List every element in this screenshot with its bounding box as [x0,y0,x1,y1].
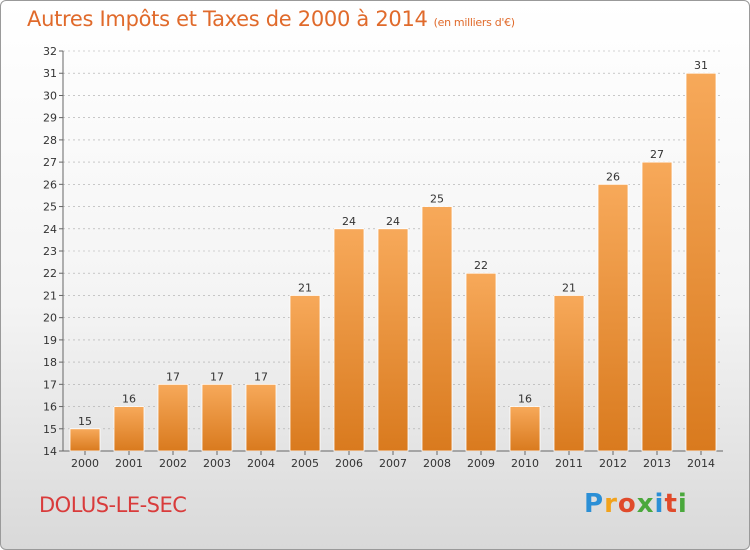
y-tick-label: 15 [43,423,57,436]
data-label: 17 [166,370,180,383]
chart-title-text: Autres Impôts et Taxes de 2000 à 2014 [27,7,428,31]
data-label: 22 [474,259,488,272]
x-tick-label: 2004 [247,457,275,470]
y-tick-label: 24 [43,223,57,236]
bar [289,295,321,452]
y-tick-label: 28 [43,134,57,147]
data-label: 16 [122,393,136,406]
y-tick-label: 20 [43,312,57,325]
chart-unit: (en milliers d'€) [433,16,515,29]
x-tick-label: 2011 [555,457,583,470]
commune-name: DOLUS-LE-SEC [39,493,187,517]
y-tick-label: 26 [43,178,57,191]
y-tick-label: 29 [43,112,57,125]
x-tick-label: 2012 [599,457,627,470]
bar [597,183,629,452]
x-tick-label: 2009 [467,457,495,470]
y-tick-label: 25 [43,201,57,214]
data-label: 21 [562,281,576,294]
bar [201,383,233,452]
data-label: 26 [606,170,620,183]
bar [377,228,409,452]
data-label: 17 [210,370,224,383]
bar [641,161,673,452]
data-labels: 15 16 17 17 17 21 24 24 25 22 16 21 26 27 31 [78,59,708,428]
logo-letter: i [677,489,688,519]
logo-letter: P [584,489,605,519]
logo-letter: r [604,489,618,519]
bar [509,406,541,452]
data-label: 24 [342,215,356,228]
proxiti-logo[interactable]: Proxiti [584,489,688,519]
logo-letter: o [617,489,637,519]
data-label: 25 [430,193,444,206]
bar [113,406,145,452]
logo-letter: i [654,489,665,519]
x-tick-label: 2005 [291,457,319,470]
x-tick-label: 2007 [379,457,407,470]
bar [157,383,189,452]
y-tick-label: 23 [43,245,57,258]
logo-letter: x [636,489,655,519]
y-tick-label: 21 [43,289,57,302]
y-tick-label: 17 [43,378,57,391]
x-tick-label: 2003 [203,457,231,470]
y-tick-label: 22 [43,267,57,280]
bar [553,295,585,452]
x-tick-label: 2001 [115,457,143,470]
data-label: 31 [694,59,708,72]
y-tick-label: 19 [43,334,57,347]
y-tick-label: 16 [43,401,57,414]
data-label: 16 [518,393,532,406]
logo-letter: t [664,489,678,519]
x-tick-label: 2006 [335,457,363,470]
bar [465,272,497,452]
x-tick-labels: 2000 2001 2002 2003 2004 2005 2006 2007 2008 2009… [71,451,715,470]
bars [69,72,717,452]
x-tick-label: 2010 [511,457,539,470]
x-tick-label: 2008 [423,457,451,470]
y-tick-label: 30 [43,89,57,102]
y-tick-label: 27 [43,156,57,169]
data-label: 15 [78,415,92,428]
y-tick-label: 18 [43,356,57,369]
bar [685,72,717,452]
x-tick-label: 2000 [71,457,99,470]
data-label: 24 [386,215,400,228]
data-label: 21 [298,281,312,294]
y-tick-label: 14 [43,445,57,458]
data-label: 27 [650,148,664,161]
bar [333,228,365,452]
bar [421,206,453,452]
x-tick-label: 2013 [643,457,671,470]
x-tick-label: 2014 [687,457,715,470]
bar [245,383,277,452]
y-tick-label: 32 [43,45,57,58]
bar [69,428,101,452]
data-label: 17 [254,370,268,383]
y-tick-labels: 14 15 16 17 18 19 20 21 22 23 24 25 26 27 28 29 30 31 32 [43,45,57,458]
chart-title: Autres Impôts et Taxes de 2000 à 2014 (en… [27,7,515,31]
x-tick-label: 2002 [159,457,187,470]
y-tick-label: 31 [43,67,57,80]
